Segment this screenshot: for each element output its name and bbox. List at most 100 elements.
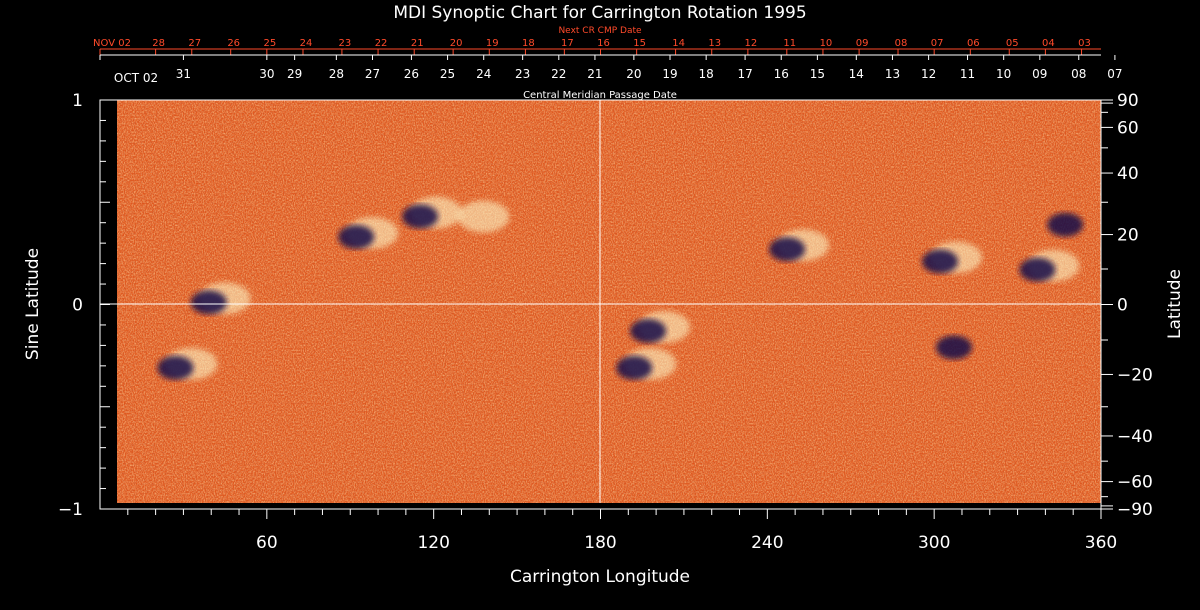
next-cmp-date-label: 09 <box>856 38 869 49</box>
active-region <box>630 311 691 344</box>
cmp-date-label: 13 <box>885 67 900 81</box>
cmp-date-label: 10 <box>996 67 1011 81</box>
active-region <box>402 196 463 229</box>
x-tick-label: 240 <box>751 533 783 553</box>
y-axis-right-title: Latitude <box>1165 269 1185 339</box>
next-cmp-date-label: 11 <box>783 38 796 49</box>
cmp-date-label: 24 <box>476 67 491 81</box>
cmp-date-label: 09 <box>1032 67 1047 81</box>
y-right-tick-label: 0 <box>1117 296 1128 316</box>
cmp-date-label: 18 <box>699 67 714 81</box>
next-cmp-date-label: 19 <box>486 38 499 49</box>
cmp-date-label: 19 <box>662 67 677 81</box>
cmp-date-label: 07 <box>1107 67 1122 81</box>
cmp-date-label: 26 <box>404 67 419 81</box>
negative-patch <box>630 319 667 344</box>
x-axis: 60 120 180 240 300 360 <box>127 509 1117 553</box>
cmp-date-label: 30 <box>259 67 274 81</box>
active-region <box>157 347 218 380</box>
negative-patch <box>1019 257 1056 282</box>
next-cmp-date-label: 12 <box>745 38 758 49</box>
map-texture-dark <box>117 100 1101 503</box>
next-cmp-date-label: 05 <box>1006 38 1019 49</box>
cmp-date-label: 29 <box>287 67 302 81</box>
negative-patch <box>157 355 194 380</box>
active-region <box>935 335 972 360</box>
next-cmp-date-label: 08 <box>895 38 908 49</box>
cmp-date-axis: OCT 02 31 30 29 28 27 26 25 24 23 22 21 20 19 18 17 16 15… <box>99 54 1123 101</box>
next-cmp-axis: Next CR CMP Date NOV 02 28 27 26 25 24 23 22 21 2… <box>93 26 1101 55</box>
negative-patch <box>922 249 959 274</box>
negative-patch <box>769 237 806 262</box>
cmp-date-label: 15 <box>810 67 825 81</box>
cmp-date-label: 16 <box>774 67 789 81</box>
y-right-tick-label: 60 <box>1117 118 1139 138</box>
next-cmp-date-label: 14 <box>672 38 685 49</box>
next-cmp-date-label: 03 <box>1078 38 1091 49</box>
cmp-date-label: 25 <box>440 67 455 81</box>
active-region <box>1047 212 1084 237</box>
x-tick-label: 300 <box>918 533 950 553</box>
next-cmp-date-label: NOV 02 <box>93 38 131 49</box>
cmp-date-label: 20 <box>626 67 641 81</box>
y-right-tick-label: −90 <box>1117 500 1153 520</box>
y-left-tick-label: 1 <box>72 91 83 111</box>
positive-patch <box>457 200 510 233</box>
next-cmp-axis-title: Next CR CMP Date <box>558 26 642 36</box>
next-cmp-date-label: 22 <box>375 38 388 49</box>
negative-patch <box>935 335 972 360</box>
y-right-tick-label: 90 <box>1117 91 1139 111</box>
y-axis-left: 1 0 −1 <box>58 91 110 520</box>
y-left-tick-label: −1 <box>58 500 83 520</box>
negative-patch <box>338 224 375 249</box>
cmp-date-label: 08 <box>1071 67 1086 81</box>
y-axis-right: 90 60 40 20 0 −20 −40 −60 −90 <box>1101 91 1153 520</box>
y-right-tick-label: −20 <box>1117 365 1153 385</box>
next-cmp-date-label: 07 <box>931 38 944 49</box>
cmp-date-label: 14 <box>849 67 864 81</box>
y-right-tick-label: 20 <box>1117 226 1139 246</box>
y-right-tick-label: −60 <box>1117 473 1153 493</box>
x-tick-label: 120 <box>417 533 449 553</box>
cmp-date-label: OCT 02 <box>114 71 158 85</box>
cmp-date-label: 23 <box>515 67 530 81</box>
next-cmp-date-label: 21 <box>411 38 424 49</box>
next-cmp-date-label: 23 <box>339 38 352 49</box>
active-region <box>457 200 510 233</box>
x-tick-label: 360 <box>1085 533 1117 553</box>
next-cmp-date-label: 06 <box>967 38 980 49</box>
y-right-tick-label: 40 <box>1117 164 1139 184</box>
next-cmp-date-label: 13 <box>708 38 721 49</box>
negative-patch <box>190 290 227 315</box>
active-region <box>1019 249 1080 282</box>
next-cmp-date-label: 25 <box>263 38 276 49</box>
negative-patch <box>616 355 653 380</box>
cmp-date-label: 12 <box>921 67 936 81</box>
next-cmp-date-label: 28 <box>152 38 165 49</box>
x-axis-title: Carrington Longitude <box>510 567 690 587</box>
y-left-tick-label: 0 <box>72 296 83 316</box>
chart-title: MDI Synoptic Chart for Carrington Rotati… <box>393 3 806 23</box>
active-region <box>616 347 677 380</box>
next-cmp-date-label: 20 <box>450 38 463 49</box>
next-cmp-date-label: 17 <box>561 38 574 49</box>
next-cmp-date-label: 24 <box>300 38 313 49</box>
cmp-axis-title: Central Meridian Passage Date <box>523 90 677 101</box>
next-cmp-date-label: 04 <box>1042 38 1055 49</box>
cmp-date-label: 28 <box>329 67 344 81</box>
negative-patch <box>402 204 439 229</box>
next-cmp-date-label: 27 <box>188 38 201 49</box>
active-region <box>338 216 399 249</box>
negative-patch <box>1047 212 1084 237</box>
active-region <box>769 229 830 262</box>
x-tick-label: 180 <box>584 533 616 553</box>
next-cmp-date-label: 15 <box>633 38 646 49</box>
cmp-date-label: 22 <box>551 67 566 81</box>
next-cmp-date-label: 18 <box>522 38 535 49</box>
next-cmp-date-label: 26 <box>227 38 240 49</box>
active-region <box>922 241 983 274</box>
magnetogram-map <box>117 100 1101 503</box>
y-right-tick-label: −40 <box>1117 427 1153 447</box>
cmp-date-label: 11 <box>960 67 975 81</box>
